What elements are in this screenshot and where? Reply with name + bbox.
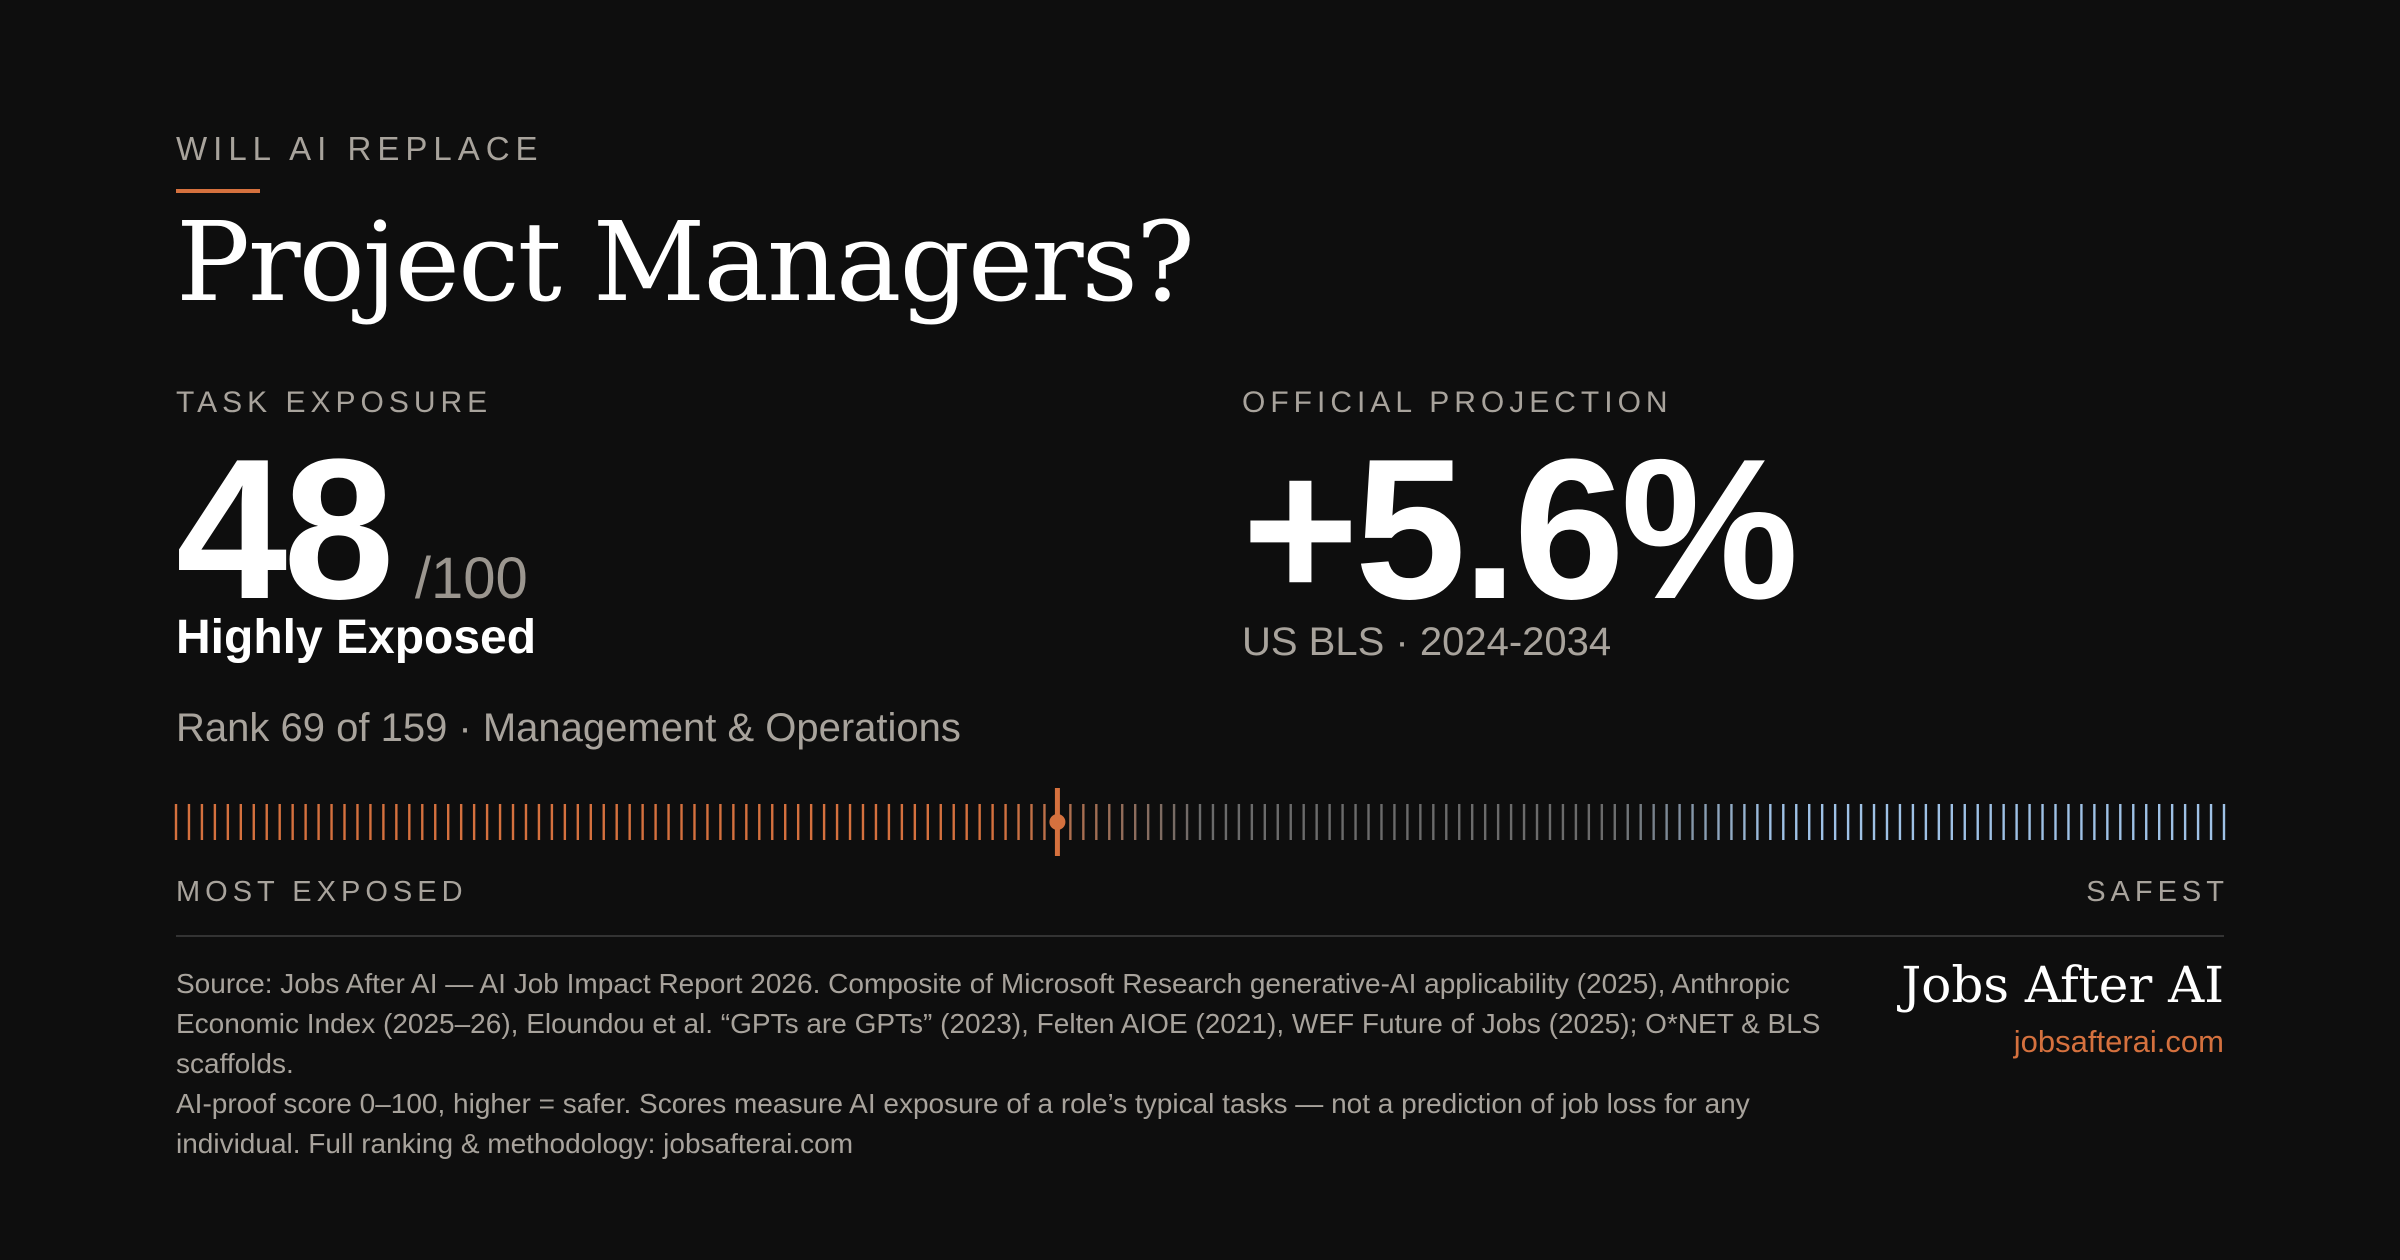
brand-url[interactable]: jobsafterai.com [2013, 1024, 2224, 1059]
brand-name: Jobs After AI [1901, 956, 2224, 1014]
page-title: Project Managers? [176, 198, 1195, 326]
most-exposed-label: MOST EXPOSED [176, 876, 468, 908]
safest-label: SAFEST [2086, 876, 2229, 908]
exposure-tier: Highly Exposed [176, 611, 537, 664]
projection-value: +5.6% [1242, 418, 1799, 641]
exposure-score-group: 48 /100 [176, 430, 528, 630]
rank-marker-dot [1049, 814, 1066, 830]
projection-source: US BLS · 2024-2034 [1242, 620, 1612, 664]
footer-divider [176, 935, 2224, 937]
official-projection-label: OFFICIAL PROJECTION [1242, 386, 1673, 419]
exposure-rank-meter [174, 788, 2226, 856]
rank-line: Rank 69 of 159 · Management & Operations [176, 706, 961, 750]
source-paragraph: Source: Jobs After AI — AI Job Impact Re… [176, 968, 1821, 1079]
eyebrow-label: WILL AI REPLACE [176, 130, 544, 167]
exposure-score: 48 [176, 418, 394, 641]
method-paragraph: AI-proof score 0–100, higher = safer. Sc… [176, 1088, 1750, 1159]
task-exposure-label: TASK EXPOSURE [176, 386, 493, 419]
source-notes: Source: Jobs After AI — AI Job Impact Re… [176, 964, 1876, 1164]
accent-rule [176, 189, 260, 193]
exposure-out-of: /100 [414, 546, 528, 611]
